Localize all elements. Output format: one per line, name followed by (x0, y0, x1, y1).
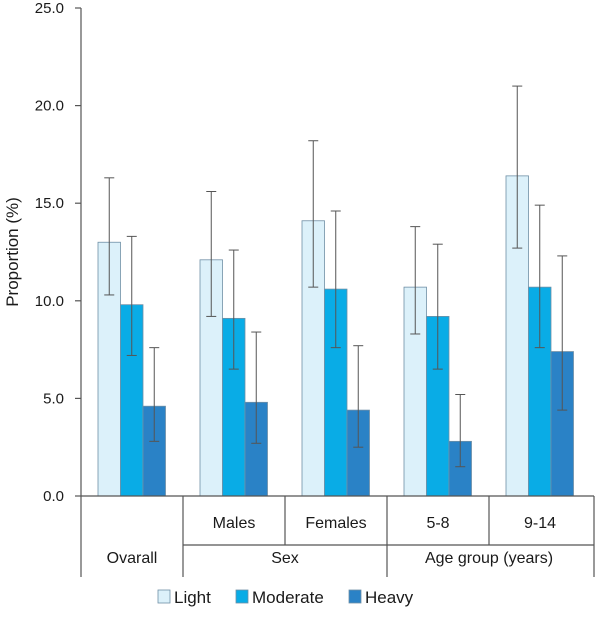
x-category-label: Females (305, 515, 366, 532)
legend-label: Light (174, 588, 211, 607)
x-group-label: Age group (years) (425, 550, 553, 567)
legend-swatch-heavy (349, 590, 361, 603)
legend: Light Moderate Heavy (158, 588, 414, 607)
y-tick-label: 5.0 (43, 390, 64, 407)
y-tick-label: 15.0 (35, 195, 64, 212)
legend-swatch-moderate (236, 590, 248, 603)
legend-label: Moderate (252, 588, 324, 607)
legend-swatch-light (158, 590, 170, 603)
y-axis-label: Proportion (%) (3, 197, 22, 307)
x-category-label: Males (213, 515, 256, 532)
y-tick-label: 10.0 (35, 293, 64, 310)
x-category-label: 5-8 (426, 515, 449, 532)
y-tick-label: 0.0 (43, 488, 64, 505)
x-category-label: 9-14 (524, 515, 556, 532)
x-axis-table: Males Females 5-8 9-14 Ovarall Sex Age group (… (81, 496, 594, 577)
y-tick-label: 25.0 (35, 0, 64, 17)
y-tick-label: 20.0 (35, 98, 64, 115)
y-axis: 0.0 5.0 10.0 15.0 20.0 25.0 (35, 0, 81, 505)
legend-label: Heavy (365, 588, 414, 607)
x-group-label: Ovarall (107, 550, 158, 567)
x-group-label: Sex (271, 550, 299, 567)
